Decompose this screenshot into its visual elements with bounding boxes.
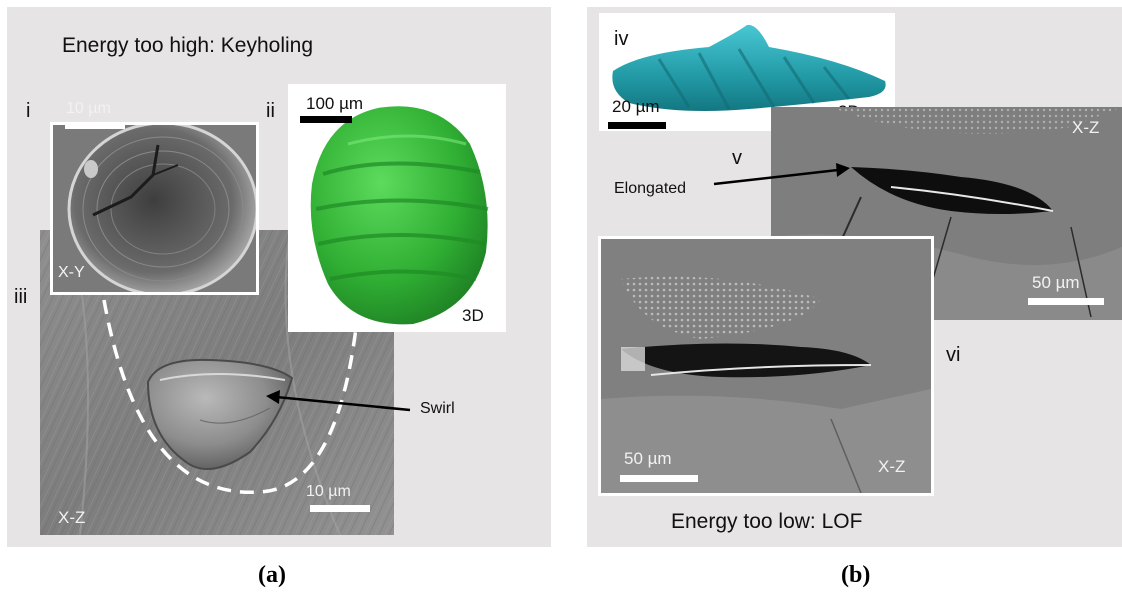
plane-label-ii: 3D — [462, 306, 484, 325]
label-i: i — [26, 100, 31, 122]
scale-bar-ii — [300, 116, 352, 123]
elongated-arrow — [713, 163, 850, 186]
swirl-arrow — [266, 390, 411, 412]
inset-i-xy — [50, 122, 259, 295]
label-vi: vi — [946, 344, 961, 366]
label-iv: iv — [614, 28, 629, 50]
sem-vi-graphic — [601, 239, 931, 493]
scale-label-vi: 50 µm — [624, 449, 672, 468]
scale-bar-vi — [620, 475, 698, 482]
panel-a-title: Energy too high: Keyholing — [62, 34, 314, 57]
dashed-melt-pool-outline — [102, 299, 360, 494]
scale-label-iii: 10 µm — [306, 483, 351, 500]
scale-bar-iii — [310, 505, 370, 512]
plane-label-iii: X-Z — [58, 508, 86, 527]
scale-bar-i — [65, 122, 125, 129]
inset-iv-3d — [599, 13, 895, 131]
scale-label-i: 10 µm — [66, 100, 111, 117]
inset-ii-graphic — [310, 106, 489, 325]
inset-ii-3d — [288, 84, 506, 332]
inset-iv-graphic — [612, 24, 886, 111]
panel-b-title: Energy too low: LOF — [671, 510, 863, 533]
green-pore-3d — [310, 106, 488, 325]
keyhole-pore — [146, 358, 294, 470]
plane-label-v: X-Z — [1072, 118, 1100, 137]
inset-i-graphic — [53, 125, 256, 292]
lof-pore-vi — [621, 343, 871, 378]
label-ii: ii — [266, 100, 275, 122]
sem-image-vi — [598, 236, 934, 496]
scale-bar-iv — [608, 122, 666, 129]
scale-bar-v — [1028, 298, 1104, 305]
scale-label-iv: 20 µm — [612, 97, 660, 116]
plane-label-vi: X-Z — [878, 457, 906, 476]
label-iii: iii — [14, 286, 28, 308]
label-v: v — [732, 147, 742, 169]
caption-a: (a) — [258, 562, 286, 588]
plane-label-i: X-Y — [58, 264, 85, 281]
scale-label-v: 50 µm — [1032, 273, 1080, 292]
annotation-elongated: Elongated — [614, 180, 687, 197]
caption-b: (b) — [841, 562, 871, 588]
annotation-swirl: Swirl — [420, 400, 455, 417]
scale-label-ii: 100 µm — [306, 94, 364, 113]
